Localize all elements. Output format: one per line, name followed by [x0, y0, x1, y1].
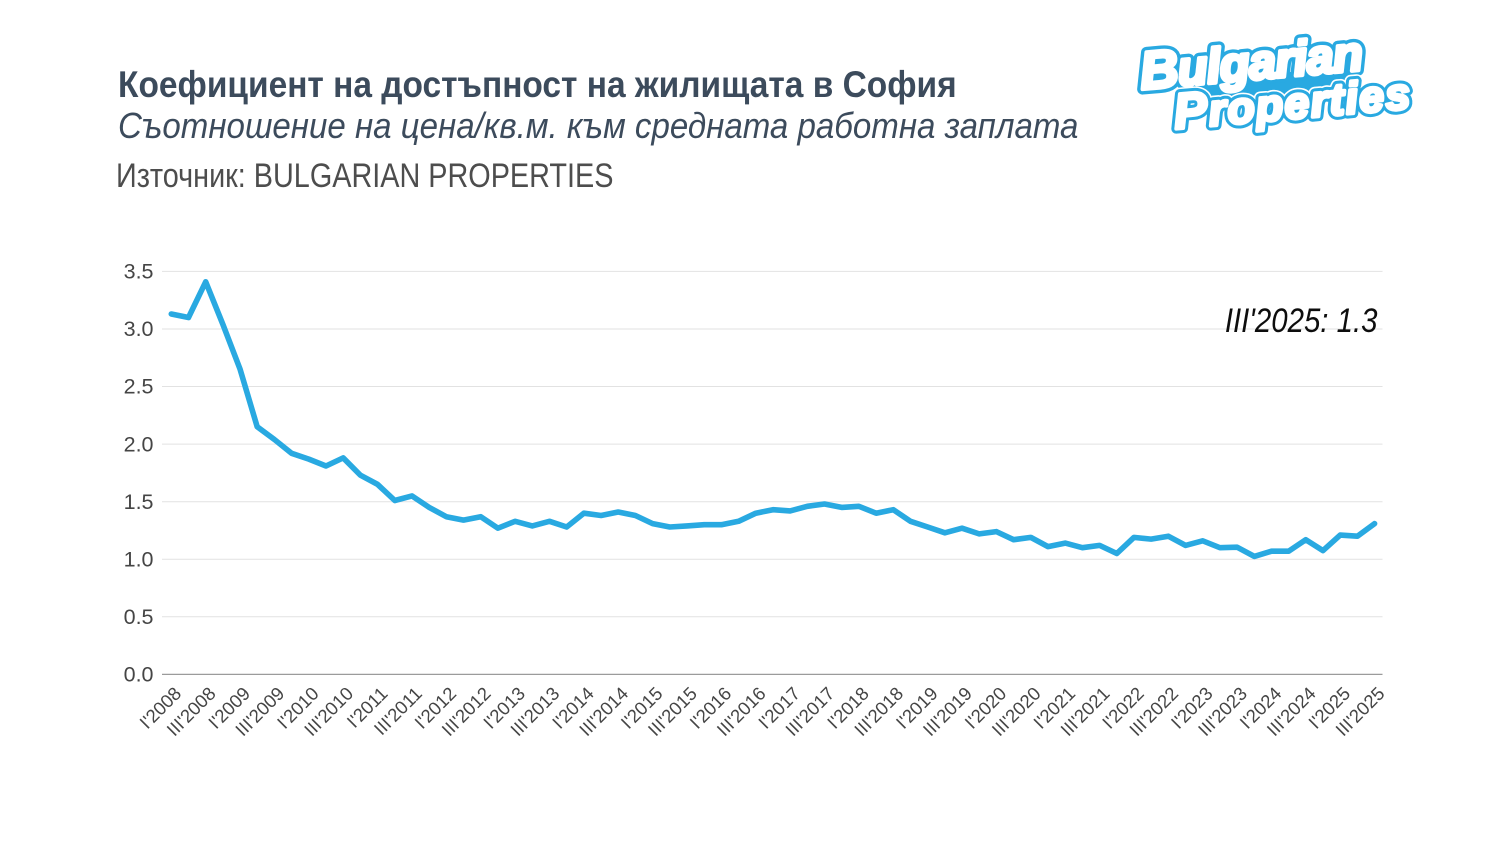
svg-text:2.5: 2.5 — [124, 375, 154, 399]
svg-text:2.0: 2.0 — [124, 432, 154, 456]
svg-text:0.0: 0.0 — [124, 663, 154, 687]
svg-text:0.5: 0.5 — [124, 605, 154, 629]
svg-text:1.5: 1.5 — [124, 490, 154, 514]
svg-text:1.0: 1.0 — [124, 548, 154, 572]
svg-text:3.0: 3.0 — [124, 317, 154, 341]
svg-text:3.5: 3.5 — [124, 260, 154, 284]
svg-text:III'2025: 1.3: III'2025: 1.3 — [1225, 301, 1378, 340]
